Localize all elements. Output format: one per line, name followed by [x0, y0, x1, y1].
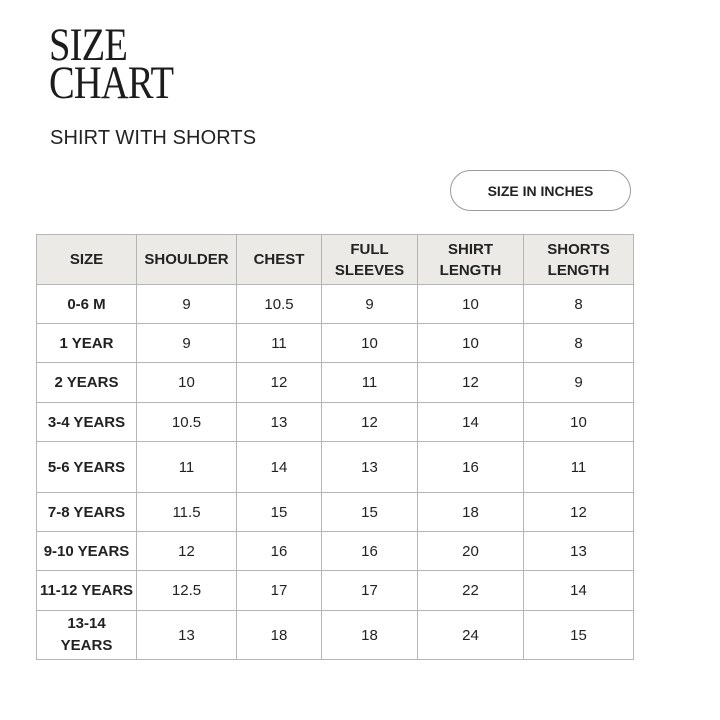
measurement-cell: 9 — [523, 362, 634, 403]
size-label: 11-12 YEARS — [39, 582, 134, 599]
measurement-cell: 15 — [236, 492, 322, 532]
measurement-cell: 18 — [321, 610, 418, 660]
measurement-cell: 11 — [523, 441, 634, 493]
size-cell: 2 YEARS — [36, 362, 137, 403]
measurement-cell: 9 — [321, 284, 418, 324]
measurement-cell: 13 — [523, 531, 634, 571]
column-header-text: SIZE — [69, 251, 104, 268]
measurement-cell: 13 — [236, 402, 322, 442]
size-cell: 0-6 M — [36, 284, 137, 324]
measurement-cell: 9 — [136, 323, 237, 363]
size-table: SIZE SHOULDER CHEST FULL SLEEVES SHIRT LENGTH S… — [36, 234, 634, 660]
measurement-cell: 12 — [236, 362, 322, 403]
measurement-cell: 9 — [136, 284, 237, 324]
measurement-cell: 18 — [236, 610, 322, 660]
measurement-cell: 20 — [417, 531, 524, 571]
title-line-1: SIZE — [49, 19, 128, 71]
measurement-cell: 10 — [321, 323, 418, 363]
table-row: 9-10 YEARS 12 16 16 20 13 — [36, 531, 634, 571]
size-label: 1 YEAR — [59, 334, 114, 352]
measurement-cell: 13 — [136, 610, 237, 660]
measurement-cell: 17 — [236, 570, 322, 611]
size-unit-button[interactable]: SIZE IN INCHES — [450, 170, 631, 211]
measurement-cell: 10 — [523, 402, 634, 442]
product-subtitle: SHIRT WITH SHORTS — [50, 127, 257, 149]
title-line-2: CHART — [49, 57, 174, 109]
page-title: SIZE CHART — [49, 19, 174, 109]
table-row: 5-6 YEARS 11 14 13 16 11 — [36, 441, 634, 493]
header-row: SIZE SHOULDER CHEST FULL SLEEVES SHIRT LENGTH S… — [36, 234, 634, 285]
measurement-cell: 14 — [417, 402, 524, 442]
table-row: 11-12 YEARS 12.5 17 17 22 14 — [36, 570, 634, 611]
column-header: CHEST — [236, 234, 322, 285]
size-label: 2 YEARS — [54, 374, 119, 391]
measurement-cell: 10.5 — [236, 284, 322, 324]
column-header: SIZE — [36, 234, 137, 285]
size-label: 5-6 YEARS — [47, 458, 126, 476]
size-cell: 11-12 YEARS — [36, 570, 137, 611]
measurement-cell: 18 — [417, 492, 524, 532]
measurement-cell: 15 — [523, 610, 634, 660]
table-row: 7-8 YEARS 11.5 15 15 18 12 — [36, 492, 634, 532]
column-header-text: SHIRT — [448, 240, 493, 258]
column-header: SHIRT LENGTH — [417, 234, 524, 285]
column-header: SHORTS LENGTH — [523, 234, 634, 285]
table-row: 1 YEAR 9 11 10 10 8 — [36, 323, 634, 363]
column-header-text: LENGTH — [547, 261, 610, 279]
column-header: SHOULDER — [136, 234, 237, 285]
size-cell: 9-10 YEARS — [36, 531, 137, 571]
size-label: 13-14 — [67, 615, 106, 632]
table-row: 13-14 YEARS 13 18 18 24 15 — [36, 610, 634, 660]
table-row: 2 YEARS 10 12 11 12 9 — [36, 362, 634, 403]
measurement-cell: 10 — [136, 362, 237, 403]
measurement-cell: 22 — [417, 570, 524, 611]
measurement-cell: 14 — [523, 570, 634, 611]
size-label: 0-6 M — [67, 295, 106, 313]
measurement-cell: 15 — [321, 492, 418, 532]
measurement-cell: 12.5 — [136, 570, 237, 611]
measurement-cell: 13 — [321, 441, 418, 493]
measurement-cell: 11 — [236, 323, 322, 363]
size-cell: 5-6 YEARS — [36, 441, 137, 493]
column-header-text: SHOULDER — [144, 251, 229, 268]
size-label: 3-4 YEARS — [47, 413, 126, 431]
measurement-cell: 8 — [523, 323, 634, 363]
measurement-cell: 16 — [321, 531, 418, 571]
measurement-cell: 10.5 — [136, 402, 237, 442]
measurement-cell: 12 — [321, 402, 418, 442]
measurement-cell: 10 — [417, 323, 524, 363]
column-header-text: LENGTH — [439, 261, 502, 279]
measurement-cell: 14 — [236, 441, 322, 493]
measurement-cell: 12 — [136, 531, 237, 571]
table-row: 3-4 YEARS 10.5 13 12 14 10 — [36, 402, 634, 442]
measurement-cell: 16 — [417, 441, 524, 493]
column-header-text: SLEEVES — [334, 261, 405, 279]
size-cell: 1 YEAR — [36, 323, 137, 363]
measurement-cell: 12 — [417, 362, 524, 403]
column-header-text: FULL — [350, 240, 389, 258]
table-row: 0-6 M 9 10.5 9 10 8 — [36, 284, 634, 324]
measurement-cell: 11.5 — [136, 492, 237, 532]
size-label: 7-8 YEARS — [47, 503, 126, 521]
measurement-cell: 11 — [136, 441, 237, 493]
measurement-cell: 12 — [523, 492, 634, 532]
size-label: YEARS — [60, 637, 113, 654]
size-label: 9-10 YEARS — [43, 542, 130, 560]
measurement-cell: 11 — [321, 362, 418, 403]
measurement-cell: 17 — [321, 570, 418, 611]
size-cell: 3-4 YEARS — [36, 402, 137, 442]
column-header: FULL SLEEVES — [321, 234, 418, 285]
measurement-cell: 10 — [417, 284, 524, 324]
measurement-cell: 16 — [236, 531, 322, 571]
column-header-text: SHORTS — [547, 240, 610, 258]
size-cell: 7-8 YEARS — [36, 492, 137, 532]
measurement-cell: 24 — [417, 610, 524, 660]
column-header-text: CHEST — [253, 251, 305, 268]
size-cell: 13-14 YEARS — [36, 610, 137, 660]
measurement-cell: 8 — [523, 284, 634, 324]
